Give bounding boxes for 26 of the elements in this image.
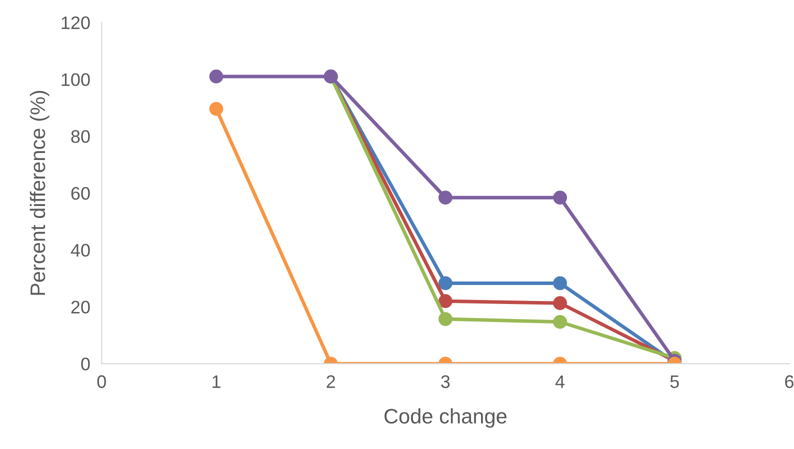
x-tick-label: 3: [441, 375, 450, 388]
point: [553, 314, 567, 329]
point: [438, 190, 452, 205]
point: [553, 276, 567, 290]
x-tick-label: 2: [326, 375, 335, 388]
x-tick-label: 1: [212, 375, 220, 388]
y-tick-label: 40: [70, 244, 90, 257]
x-axis-title: Code change: [384, 408, 506, 428]
point: [438, 276, 452, 290]
y-tick-label: 60: [71, 187, 90, 200]
x-tick-label: 4: [555, 375, 565, 388]
point: [553, 296, 567, 310]
x-tick-label: 6: [785, 375, 794, 388]
y-tick-label: 0: [81, 358, 90, 370]
y-tick-label: 100: [62, 73, 90, 86]
point: [209, 70, 224, 84]
point: [438, 294, 452, 308]
x-tick-label: 5: [670, 375, 679, 388]
point: [553, 190, 567, 205]
point: [209, 102, 224, 116]
point: [438, 312, 452, 326]
y-tick-label: 120: [62, 16, 90, 30]
y-tick-label: 20: [71, 300, 90, 314]
x-tick-label: 0: [97, 375, 106, 388]
y-axis-title: Percent difference (%): [30, 90, 50, 295]
y-tick-label: 80: [71, 130, 90, 143]
